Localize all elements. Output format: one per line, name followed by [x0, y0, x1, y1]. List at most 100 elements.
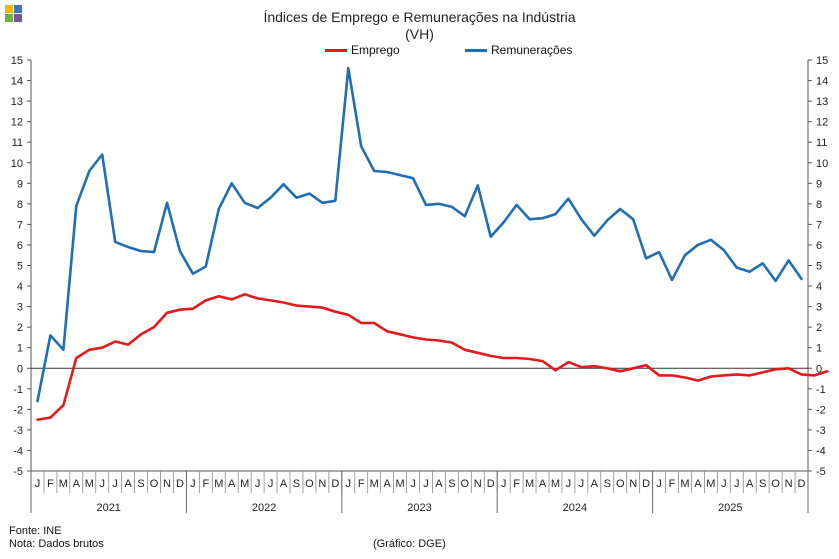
x-month-label: D	[798, 478, 806, 490]
data-point-remuneracoes	[541, 217, 544, 220]
x-month-label: D	[331, 478, 339, 490]
legend-swatch-remuneracoes	[465, 48, 487, 52]
y-tick-label-right: 6	[816, 240, 822, 252]
data-point-remuneracoes	[567, 197, 570, 200]
y-tick-label-left: 10	[11, 158, 23, 170]
legend-label-remuneracoes: Remunerações	[491, 43, 573, 57]
data-point-emprego	[748, 374, 751, 377]
data-point-emprego	[671, 374, 673, 377]
data-point-remuneracoes	[761, 262, 764, 265]
data-point-remuneracoes	[580, 218, 583, 221]
data-point-remuneracoes	[347, 67, 350, 70]
data-point-remuneracoes	[166, 202, 168, 204]
x-month-label: M	[370, 478, 379, 490]
x-month-label: S	[448, 478, 455, 490]
data-point-remuneracoes	[179, 250, 181, 252]
data-point-emprego	[140, 333, 142, 336]
data-point-emprego	[684, 376, 686, 379]
data-point-remuneracoes	[464, 215, 466, 217]
data-point-remuneracoes	[528, 218, 531, 221]
y-tick-label-left: -5	[13, 466, 23, 478]
data-point-remuneracoes	[606, 219, 609, 222]
x-month-label: S	[137, 478, 144, 490]
x-month-label: A	[124, 478, 132, 490]
data-point-remuneracoes	[619, 208, 622, 210]
x-month-label: O	[461, 478, 470, 490]
y-tick-label-right: 3	[816, 302, 822, 314]
data-point-emprego	[101, 346, 104, 349]
x-month-label: S	[293, 478, 300, 490]
data-point-remuneracoes	[192, 272, 194, 275]
data-point-remuneracoes	[412, 177, 414, 179]
x-month-label: J	[656, 478, 662, 490]
y-tick-label-right: 9	[816, 178, 822, 190]
x-month-label: A	[694, 478, 702, 490]
data-point-emprego	[360, 322, 363, 324]
data-point-emprego	[735, 373, 738, 376]
data-point-remuneracoes	[127, 246, 129, 248]
data-point-remuneracoes	[438, 203, 440, 205]
series-line-emprego	[36, 292, 829, 421]
data-point-remuneracoes	[515, 204, 518, 206]
x-month-label: F	[358, 478, 365, 490]
data-point-remuneracoes	[658, 251, 660, 253]
data-point-emprego	[761, 371, 764, 374]
legend-item-emprego: Emprego	[325, 43, 400, 57]
data-point-remuneracoes	[697, 244, 699, 246]
data-point-remuneracoes	[360, 145, 363, 148]
data-point-remuneracoes	[502, 221, 505, 224]
x-month-label: J	[579, 478, 585, 490]
dge-logo	[5, 5, 23, 23]
data-point-emprego	[554, 369, 557, 372]
y-tick-label-right: -5	[816, 466, 826, 478]
x-month-label: M	[551, 478, 560, 490]
data-point-remuneracoes	[645, 257, 647, 260]
data-point-emprego	[295, 304, 298, 307]
data-point-emprego	[489, 355, 492, 357]
data-point-emprego	[632, 367, 634, 370]
data-point-emprego	[813, 374, 816, 377]
data-point-emprego	[347, 314, 350, 316]
data-point-emprego	[580, 366, 583, 369]
data-point-emprego	[645, 364, 647, 366]
data-point-remuneracoes	[787, 259, 790, 262]
x-month-label: J	[501, 478, 507, 490]
x-month-label: J	[99, 478, 105, 490]
y-tick-label-right: 10	[816, 158, 828, 170]
data-point-emprego	[710, 375, 712, 378]
data-point-emprego	[269, 299, 272, 302]
data-point-remuneracoes	[373, 170, 375, 172]
x-month-label: A	[435, 478, 443, 490]
data-point-remuneracoes	[295, 196, 298, 199]
y-tick-label-right: 13	[816, 96, 828, 108]
data-point-remuneracoes	[49, 334, 52, 337]
x-month-label: J	[268, 478, 274, 490]
data-point-remuneracoes	[269, 196, 272, 199]
x-month-label: A	[746, 478, 754, 490]
x-month-label: O	[771, 478, 780, 490]
series-line-remuneracoes	[36, 66, 803, 403]
data-point-remuneracoes	[88, 170, 91, 172]
x-month-label: M	[395, 478, 404, 490]
data-point-remuneracoes	[217, 208, 220, 210]
x-month-label: J	[566, 478, 572, 490]
y-tick-label-right: 11	[816, 137, 827, 149]
x-month-label: J	[190, 478, 196, 490]
y-tick-label-right: 15	[816, 55, 828, 67]
data-point-emprego	[256, 297, 259, 300]
y-tick-label-left: 7	[17, 219, 23, 231]
data-point-emprego	[723, 374, 725, 377]
x-month-label: M	[85, 478, 94, 490]
data-point-remuneracoes	[321, 202, 324, 204]
data-point-remuneracoes	[800, 278, 803, 280]
y-tick-label-right: 5	[816, 261, 822, 273]
y-tick-label-left: 3	[17, 302, 23, 314]
data-point-emprego	[179, 308, 181, 311]
chart-subtitle: (VH)	[405, 26, 434, 42]
data-point-emprego	[127, 343, 129, 346]
legend-swatch-emprego	[325, 48, 347, 52]
x-month-label: N	[474, 478, 482, 490]
x-month-label: A	[539, 478, 547, 490]
x-month-label: A	[591, 478, 599, 490]
data-point-remuneracoes	[489, 235, 492, 238]
